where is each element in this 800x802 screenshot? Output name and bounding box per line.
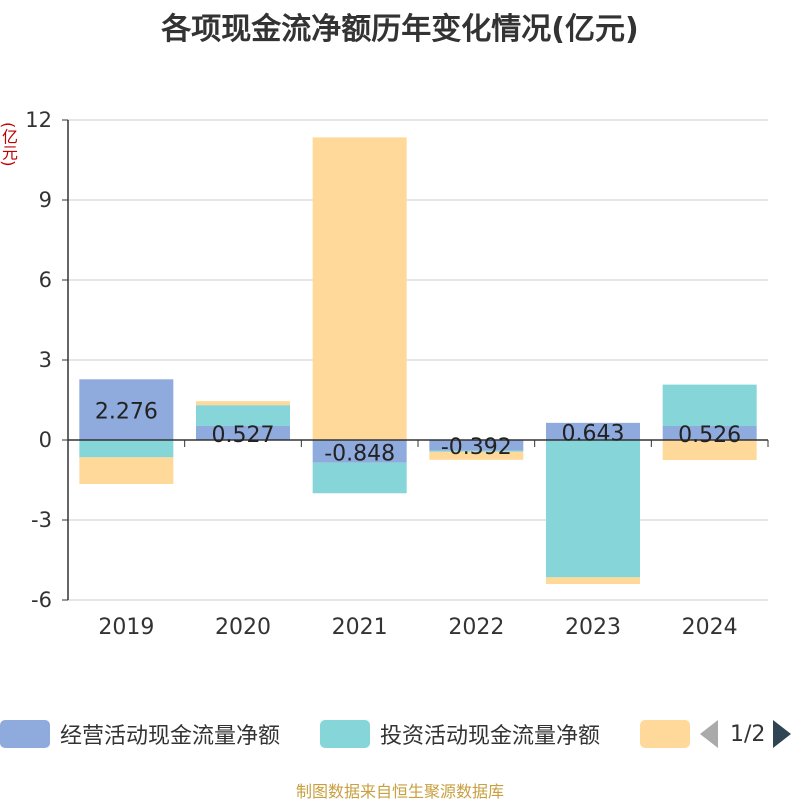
y-tick-label: -6 (31, 588, 52, 612)
bar-2021-series-1 (312, 462, 407, 494)
x-tick-label: 2023 (565, 615, 621, 640)
bar-2020-series-0 (196, 425, 290, 440)
x-tick-label: 2019 (98, 615, 154, 640)
bar-2020-series-1 (196, 405, 290, 426)
y-tick-label: 12 (25, 108, 52, 132)
bar-2022-series-2 (429, 451, 524, 460)
bar-2022-series-1 (429, 450, 524, 452)
bar-2021-series-0 (312, 440, 407, 463)
y-tick-label: -3 (31, 508, 52, 532)
chart-title: 各项现金流净额历年变化情况(亿元) (161, 12, 639, 47)
legend-pager: 1/2 (700, 716, 792, 752)
data-label: 0.526 (678, 423, 741, 448)
y-tick-label: 9 (39, 188, 52, 212)
data-label: -0.848 (324, 441, 395, 466)
legend-item-operating[interactable]: 经营活动现金流量净额 (0, 716, 280, 752)
data-labels: 2.276 0.527 -0.848 -0.392 0.643 0.526 (95, 400, 741, 467)
y-tick-label: 3 (39, 348, 52, 372)
bar-2021-series-2 (312, 137, 407, 441)
legend-label-investing: 投资活动现金流量净额 (380, 724, 601, 749)
bar-2023-series-2 (546, 577, 640, 584)
x-tick-label: 2022 (448, 615, 504, 640)
legend-item-financing[interactable] (640, 716, 690, 752)
y-tick-label: 0 (39, 428, 52, 452)
legend-item-investing[interactable]: 投资活动现金流量净额 (320, 716, 600, 752)
bar-2019-series-2 (79, 457, 174, 484)
data-label: 0.643 (562, 421, 625, 446)
y-tick-label: 6 (39, 268, 52, 292)
axes: -6 -3 0 3 6 9 12 2019 2020 2021 2022 2023 2024 (25, 108, 769, 640)
bar-2020-series-2 (196, 401, 290, 406)
data-label: 2.276 (95, 400, 158, 425)
data-label: 0.527 (212, 423, 275, 448)
bar-2024-series-1 (662, 384, 757, 426)
legend-swatch-investing (320, 720, 370, 748)
legend: 经营活动现金流量净额 投资活动现金流量净额 1/2 (0, 716, 800, 756)
x-tick-label: 2021 (332, 615, 388, 640)
bar-2022-series-0 (429, 440, 524, 451)
bar-2023-series-0 (546, 422, 640, 440)
legend-swatch-financing (640, 720, 690, 748)
legend-swatch-operating (0, 720, 50, 748)
bar-2019-series-0 (79, 379, 174, 440)
grid-lines (68, 119, 768, 601)
legend-next-page-icon[interactable] (773, 720, 792, 748)
y-axis-unit-label: (亿元) (0, 122, 18, 167)
legend-prev-page-icon[interactable] (700, 720, 718, 748)
bar-2024-series-0 (662, 425, 757, 440)
bar-2019-series-1 (79, 440, 174, 458)
legend-label-operating: 经营活动现金流量净额 (60, 724, 281, 749)
x-tick-label: 2020 (215, 615, 271, 640)
bars (79, 137, 757, 584)
bar-2023-series-1 (546, 440, 640, 578)
data-source-note: 制图数据来自恒生聚源数据库 (295, 782, 504, 801)
x-tick-label: 2024 (682, 615, 738, 640)
data-label: -0.392 (441, 435, 512, 460)
bar-2024-series-2 (662, 440, 757, 460)
legend-page-indicator: 1/2 (730, 721, 766, 747)
